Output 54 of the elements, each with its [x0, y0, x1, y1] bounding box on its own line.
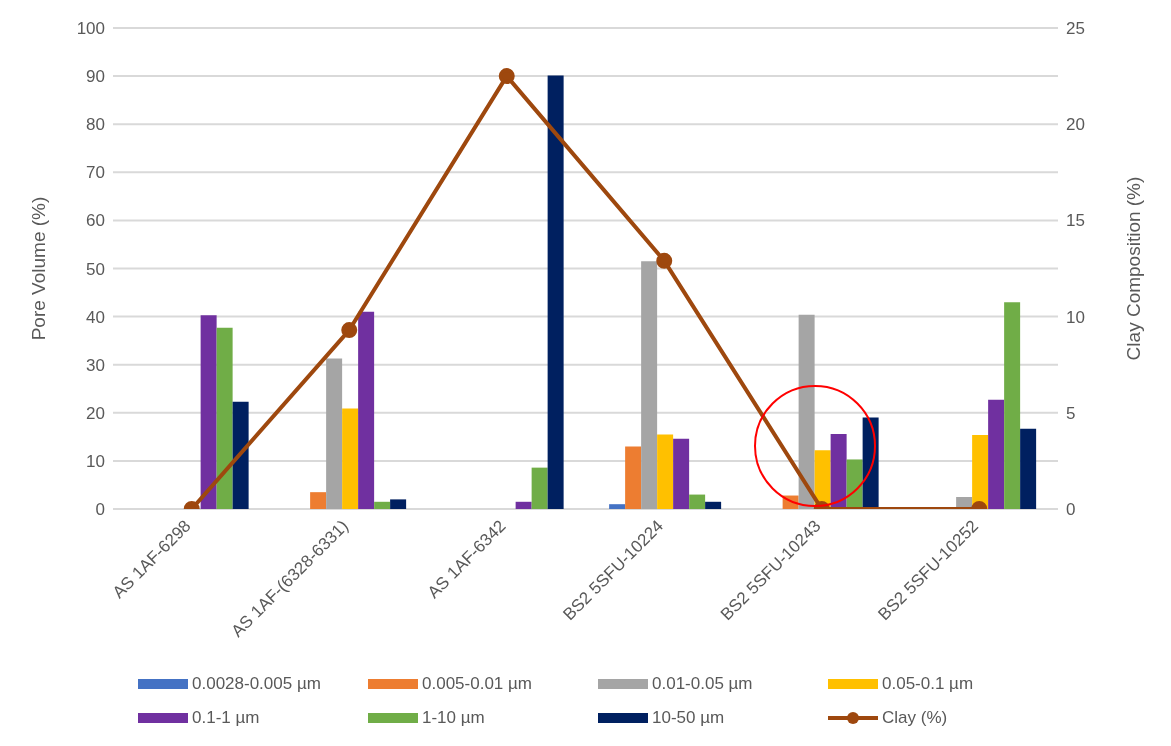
- bar: [200, 315, 217, 509]
- bar: [988, 399, 1005, 509]
- y2-tick-label: 5: [1066, 403, 1076, 423]
- legend-label: Clay (%): [882, 708, 948, 728]
- y-tick-label: 90: [86, 67, 105, 87]
- bar: [798, 314, 815, 509]
- bar: [358, 311, 375, 509]
- bar: [232, 401, 249, 509]
- y2-tick-label: 10: [1066, 307, 1085, 327]
- y-tick-label: 80: [86, 115, 105, 135]
- bar: [609, 504, 626, 509]
- bar: [374, 501, 391, 509]
- legend-label: 10-50 µm: [652, 708, 725, 728]
- bar: [547, 75, 564, 509]
- bar: [705, 501, 722, 509]
- bar: [689, 494, 706, 509]
- bar: [641, 261, 658, 509]
- legend-label: 1-10 µm: [422, 708, 485, 728]
- y-tick-label: 100: [76, 19, 105, 39]
- bar: [625, 446, 642, 509]
- bar: [515, 501, 532, 509]
- y-axis-title: Pore Volume (%): [27, 196, 49, 341]
- y2-tick-label: 20: [1066, 115, 1085, 135]
- y2-axis-title: Clay Composition (%): [1122, 176, 1144, 361]
- bar: [657, 434, 674, 509]
- bar: [310, 492, 327, 509]
- legend-label: 0.0028-0.005 µm: [192, 674, 321, 694]
- bar: [342, 408, 359, 509]
- legend-label: 0.1-1 µm: [192, 708, 260, 728]
- bar: [972, 434, 989, 509]
- y-tick-label: 60: [86, 211, 105, 231]
- y-tick-label: 0: [95, 500, 105, 520]
- y2-tick-label: 25: [1066, 19, 1085, 39]
- bar: [326, 358, 343, 509]
- bar: [531, 467, 548, 509]
- y-tick-label: 40: [86, 307, 105, 327]
- y2-tick-label: 0: [1066, 500, 1076, 520]
- y-tick-label: 20: [86, 403, 105, 423]
- y-tick-label: 70: [86, 163, 105, 183]
- y2-tick-label: 15: [1066, 211, 1085, 231]
- bar: [673, 438, 690, 509]
- legend-label: 0.01-0.05 µm: [652, 674, 753, 694]
- point: [498, 68, 515, 85]
- bar: [830, 433, 847, 509]
- bar: [1020, 428, 1037, 509]
- y-tick-label: 10: [86, 451, 105, 471]
- point: [656, 252, 673, 269]
- bar: [1004, 302, 1021, 509]
- bar: [216, 327, 233, 509]
- legend-label: 0.005-0.01 µm: [422, 674, 532, 694]
- legend-label: 0.05-0.1 µm: [882, 674, 974, 694]
- bar: [390, 499, 407, 509]
- y-tick-label: 30: [86, 355, 105, 375]
- y-tick-label: 50: [86, 259, 105, 279]
